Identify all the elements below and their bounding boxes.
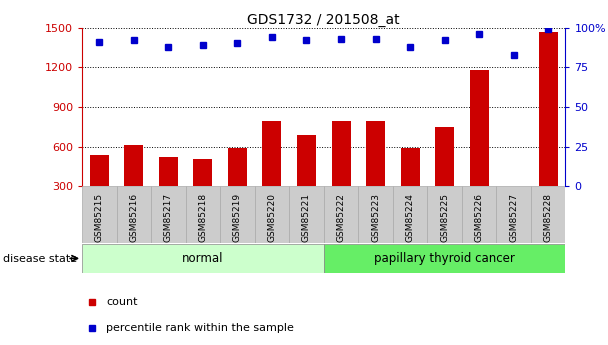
Bar	[297, 135, 316, 186]
Text: GSM85224: GSM85224	[406, 193, 415, 242]
Bar	[185, 186, 220, 243]
Bar	[90, 155, 109, 186]
Bar	[82, 186, 117, 243]
Bar	[462, 186, 496, 243]
Bar	[331, 121, 351, 186]
Text: GSM85225: GSM85225	[440, 193, 449, 242]
Text: GSM85220: GSM85220	[268, 193, 277, 242]
Bar	[82, 244, 323, 273]
Bar	[401, 148, 420, 186]
Bar	[531, 186, 565, 243]
Text: percentile rank within the sample: percentile rank within the sample	[106, 323, 294, 333]
Bar	[323, 244, 565, 273]
Text: GSM85215: GSM85215	[95, 193, 104, 242]
Bar	[125, 145, 143, 186]
Bar	[228, 148, 247, 186]
Text: GSM85219: GSM85219	[233, 193, 242, 242]
Bar	[159, 157, 178, 186]
Text: GSM85221: GSM85221	[302, 193, 311, 242]
Bar	[193, 159, 212, 186]
Bar	[469, 70, 489, 186]
Text: GSM85216: GSM85216	[130, 193, 139, 242]
Bar	[427, 186, 462, 243]
Bar	[220, 186, 255, 243]
Bar	[539, 31, 558, 186]
Text: disease state: disease state	[3, 255, 77, 264]
Bar	[358, 186, 393, 243]
Bar	[255, 186, 289, 243]
Bar	[496, 186, 531, 243]
Text: papillary thyroid cancer: papillary thyroid cancer	[374, 252, 515, 265]
Bar	[323, 186, 358, 243]
Text: GSM85227: GSM85227	[509, 193, 518, 242]
Text: GSM85218: GSM85218	[198, 193, 207, 242]
Bar	[117, 186, 151, 243]
Text: GSM85217: GSM85217	[164, 193, 173, 242]
Bar	[289, 186, 324, 243]
Bar	[263, 121, 282, 186]
Bar	[366, 121, 385, 186]
Text: GSM85226: GSM85226	[475, 193, 483, 242]
Title: GDS1732 / 201508_at: GDS1732 / 201508_at	[247, 12, 400, 27]
Text: GSM85223: GSM85223	[371, 193, 380, 242]
Text: count: count	[106, 297, 138, 306]
Text: normal: normal	[182, 252, 224, 265]
Bar	[151, 186, 185, 243]
Text: GSM85222: GSM85222	[336, 193, 345, 242]
Bar	[393, 186, 427, 243]
Text: GSM85228: GSM85228	[544, 193, 553, 242]
Bar	[435, 127, 454, 186]
